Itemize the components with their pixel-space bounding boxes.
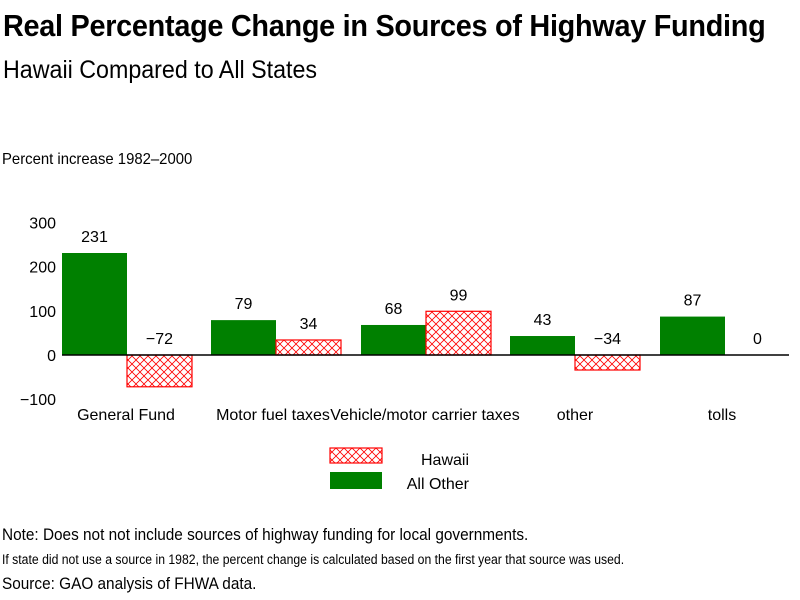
chart-title: Real Percentage Change in Sources of Hig… bbox=[3, 8, 766, 43]
bar-all-other bbox=[62, 253, 127, 355]
bar-hawaii bbox=[425, 310, 492, 356]
bar-value-label: 34 bbox=[300, 316, 318, 333]
footnote-source: Source: GAO analysis of FHWA data. bbox=[2, 575, 257, 593]
legend-label-all-other: All Other bbox=[407, 476, 470, 493]
legend-label-hawaii: Hawaii bbox=[421, 452, 469, 469]
y-axis-ticks: 300 200 100 0 −100 bbox=[20, 216, 56, 410]
bar-value-label: −72 bbox=[146, 331, 173, 348]
x-category-label: tolls bbox=[708, 407, 736, 424]
y-axis-label: Percent increase 1982–2000 bbox=[2, 151, 193, 168]
bar-value-labels: 231 −72 79 34 68 99 43 −34 87 0 bbox=[81, 229, 762, 348]
footnote-note: Note: Does not not include sources of hi… bbox=[2, 526, 529, 544]
bar-value-label: 231 bbox=[81, 229, 108, 246]
legend-swatch-hawaii bbox=[329, 447, 383, 464]
y-tick-label: 200 bbox=[29, 260, 56, 277]
bar-all-other bbox=[211, 320, 276, 355]
bar-all-other bbox=[510, 336, 575, 355]
bar-value-label: 68 bbox=[385, 301, 403, 318]
x-category-label: Vehicle/motor carrier taxes bbox=[330, 407, 519, 424]
bar-value-label: −34 bbox=[594, 331, 621, 348]
bar-hawaii bbox=[574, 354, 641, 371]
bar-value-label: 43 bbox=[534, 312, 552, 329]
bar-hawaii bbox=[275, 339, 342, 356]
y-tick-label: −100 bbox=[20, 392, 56, 409]
chart-subtitle: Hawaii Compared to All States bbox=[3, 56, 318, 84]
bar-all-other bbox=[361, 324, 426, 355]
bar-value-label: 87 bbox=[684, 293, 702, 310]
y-tick-label: 100 bbox=[29, 304, 56, 321]
bar-value-label: 79 bbox=[235, 296, 253, 313]
legend-swatch-all-other bbox=[330, 472, 382, 489]
x-category-label: Motor fuel taxes bbox=[216, 407, 330, 424]
bar-all-other bbox=[660, 316, 725, 355]
bar-value-label: 99 bbox=[450, 287, 468, 304]
bar-hawaii bbox=[126, 354, 193, 388]
x-category-label: other bbox=[557, 407, 594, 424]
x-category-label: General Fund bbox=[77, 407, 175, 424]
legend: Hawaii All Other bbox=[329, 447, 470, 493]
x-axis-category-labels: General Fund Motor fuel taxes Vehicle/moto… bbox=[77, 407, 736, 424]
bar-value-label: 0 bbox=[753, 331, 762, 348]
y-tick-label: 0 bbox=[47, 348, 56, 365]
y-tick-label: 300 bbox=[29, 216, 56, 233]
bars bbox=[62, 253, 725, 388]
footnote-detail: If state did not use a source in 1982, t… bbox=[2, 552, 625, 567]
